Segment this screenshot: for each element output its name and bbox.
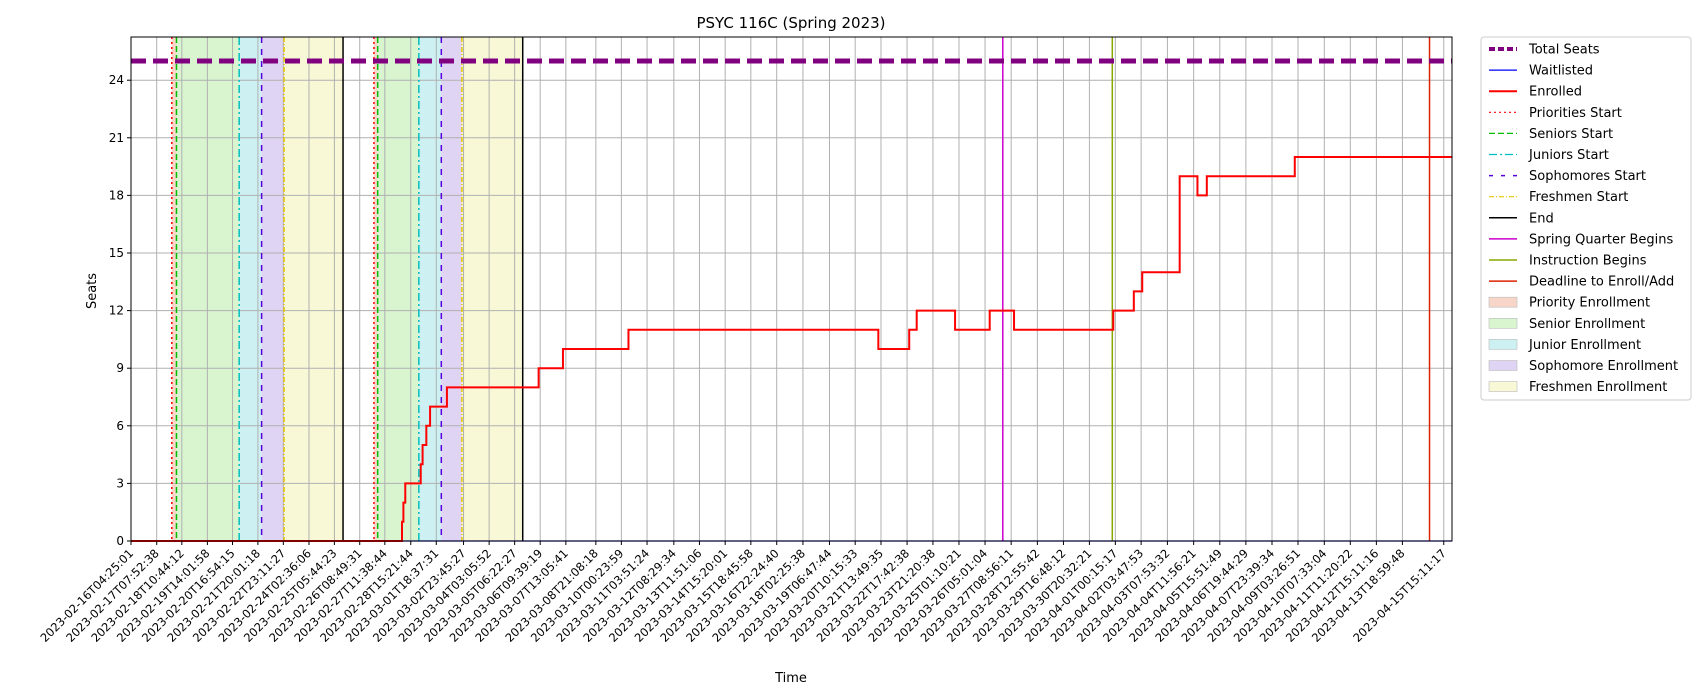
enrollment-span-0-1 — [373, 37, 378, 541]
y-tick-label-4: 12 — [109, 304, 124, 318]
enrollment-span-1-1 — [377, 37, 419, 541]
legend-swatch-12 — [1488, 296, 1518, 308]
y-tick-label-1: 3 — [116, 476, 124, 490]
legend-label-1: Waitlisted — [1529, 64, 1593, 79]
series-line-2 — [131, 156, 1452, 542]
enrollment-span-2-0 — [239, 37, 262, 541]
legend-label-11: Deadline to Enroll/Add — [1529, 275, 1674, 290]
legend-label-13: Senior Enrollment — [1529, 317, 1645, 332]
y-tick-label-2: 6 — [116, 419, 124, 433]
legend-swatch-14 — [1488, 339, 1518, 350]
legend-label-0: Total Seats — [1528, 43, 1600, 58]
legend-label-7: Freshmen Start — [1529, 190, 1628, 205]
plot-frame — [130, 36, 1453, 542]
legend-label-3: Priorities Start — [1529, 106, 1622, 121]
legend-label-5: Juniors Start — [1528, 148, 1609, 163]
legend-label-9: Spring Quarter Begins — [1529, 232, 1673, 247]
y-axis-label: Seats — [85, 273, 100, 309]
legend-label-16: Freshmen Enrollment — [1529, 380, 1667, 395]
legend-swatch-13 — [1488, 317, 1518, 329]
legend-label-8: End — [1529, 211, 1554, 226]
legend-label-12: Priority Enrollment — [1529, 296, 1650, 311]
legend-label-2: Enrolled — [1529, 85, 1582, 100]
legend-label-14: Junior Enrollment — [1528, 338, 1641, 353]
legend-box — [1480, 36, 1692, 401]
y-tick-label-8: 24 — [109, 73, 124, 87]
enrollment-span-0-0 — [171, 37, 177, 541]
legend-label-15: Sophomore Enrollment — [1529, 359, 1678, 374]
enrollment-span-4-0 — [284, 37, 344, 541]
y-tick-label-0: 0 — [116, 534, 124, 548]
y-tick-label-6: 18 — [109, 188, 124, 202]
legend-label-4: Seniors Start — [1529, 127, 1613, 142]
enrollment-span-2-1 — [418, 37, 442, 541]
y-tick-label-3: 9 — [116, 361, 124, 375]
legend-label-6: Sophomores Start — [1529, 169, 1646, 184]
y-tick-label-7: 21 — [109, 131, 124, 145]
legend: Total Seats Waitlisted Enrolled Priorities … — [1480, 36, 1692, 401]
enrollment-span-3-0 — [261, 37, 285, 541]
plot-area — [130, 37, 1452, 542]
enrollment-span-4-1 — [461, 37, 523, 541]
enrollment-span-3-1 — [441, 37, 462, 541]
y-tick-label-5: 15 — [109, 246, 124, 260]
x-axis-label: Time — [774, 671, 807, 686]
legend-swatch-16 — [1488, 381, 1518, 392]
chart-title: PSYC 116C (Spring 2023) — [696, 14, 885, 32]
legend-label-10: Instruction Begins — [1529, 254, 1647, 269]
legend-swatch-15 — [1488, 360, 1518, 371]
